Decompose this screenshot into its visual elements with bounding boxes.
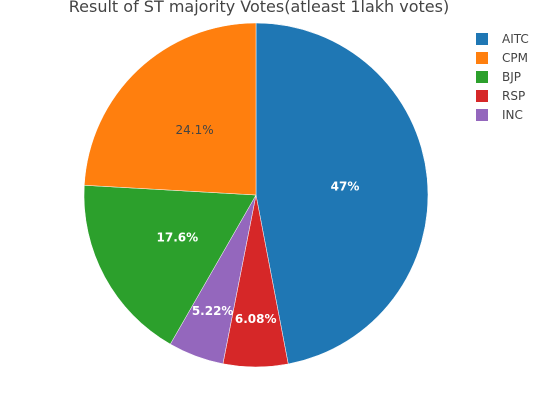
pie-slice-aitc	[255, 22, 429, 365]
pie-slice-label-rsp: 6.08%	[235, 312, 277, 326]
pie-slice-label-inc: 5.22%	[192, 304, 234, 318]
pie-slices	[83, 22, 429, 368]
legend-label-cpm: CPM	[502, 51, 528, 65]
legend-item-bjp[interactable]: BJP	[476, 70, 521, 84]
pie-slice-label-cpm: 24.1%	[176, 123, 214, 137]
chart-title: Result of ST majority Votes(atleast 1lak…	[69, 0, 449, 16]
pie-slice-labels: 47% 6.08%5.22% 17.6% 24.1%	[157, 123, 360, 326]
legend-swatch-bjp	[476, 71, 488, 83]
legend-item-aitc[interactable]: AITC	[476, 32, 529, 46]
pie-slice-bjp	[83, 185, 257, 345]
pie-slice-label-aitc: 47%	[331, 180, 360, 194]
legend-swatch-cpm	[476, 52, 488, 64]
legend-swatch-rsp	[476, 90, 488, 102]
legend-label-inc: INC	[502, 108, 523, 122]
legend-label-aitc: AITC	[502, 32, 529, 46]
legend-label-rsp: RSP	[502, 89, 525, 103]
pie-slice-cpm	[84, 22, 257, 196]
legend: AITC CPM BJP RSP INC	[476, 32, 529, 122]
legend-item-inc[interactable]: INC	[476, 108, 523, 122]
legend-item-cpm[interactable]: CPM	[476, 51, 528, 65]
legend-item-rsp[interactable]: RSP	[476, 89, 525, 103]
legend-swatch-inc	[476, 109, 488, 121]
legend-label-bjp: BJP	[502, 70, 521, 84]
pie-slice-label-bjp: 17.6%	[157, 231, 199, 245]
legend-swatch-aitc	[476, 33, 488, 45]
